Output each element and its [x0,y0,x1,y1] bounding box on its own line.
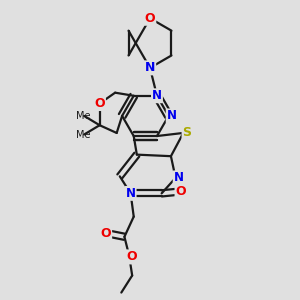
Text: N: N [167,110,177,122]
Text: N: N [174,171,184,184]
Text: O: O [126,250,136,263]
Text: Me: Me [76,130,91,140]
Text: S: S [182,126,191,140]
Text: O: O [145,12,155,25]
Text: N: N [152,89,162,102]
Text: N: N [145,61,155,74]
Text: O: O [176,185,186,198]
Text: O: O [100,227,111,240]
Text: Me: Me [76,111,91,121]
Text: N: N [126,187,136,200]
Text: O: O [94,97,105,110]
